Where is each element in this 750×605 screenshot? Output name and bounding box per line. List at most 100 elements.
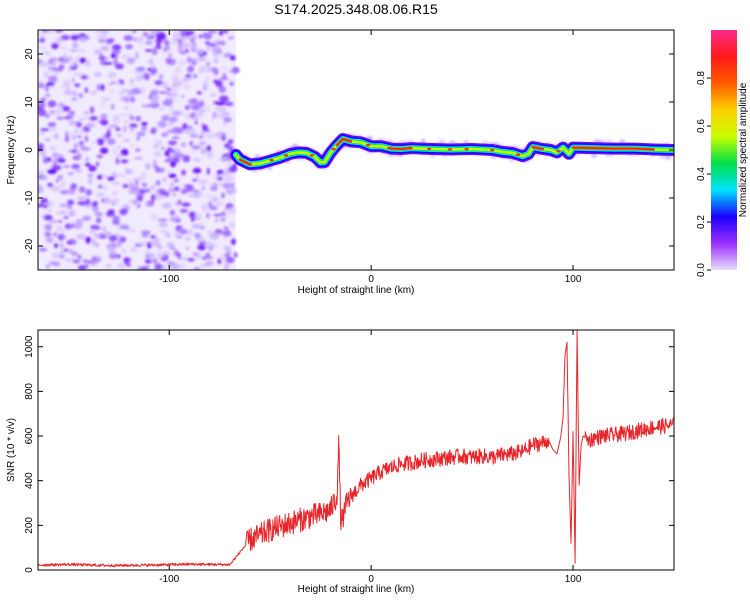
heatmap-cell — [211, 117, 215, 121]
heatmap-cell — [123, 257, 131, 263]
heatmap-cell — [74, 83, 81, 88]
heatmap-cell — [156, 243, 162, 249]
heatmap-cell — [70, 62, 75, 67]
heatmap-cell — [172, 83, 176, 87]
heatmap-cell — [223, 121, 228, 127]
heatmap-cell — [95, 161, 100, 167]
heatmap-cell — [139, 188, 146, 194]
heatmap-cell — [188, 193, 196, 198]
heatmap-cell — [185, 74, 192, 78]
heatmap-cell — [47, 169, 57, 175]
heatmap-track-peak — [239, 158, 251, 166]
heatmap-cell — [123, 139, 130, 142]
heatmap-cell — [78, 92, 84, 99]
heatmap-cell — [222, 53, 233, 58]
heatmap-track-peak — [464, 147, 469, 151]
heatmap-cell — [105, 132, 111, 139]
heatmap-cell — [172, 69, 182, 74]
heatmap-cell — [219, 215, 228, 220]
heatmap-cell — [192, 167, 202, 174]
heatmap-cell — [47, 209, 53, 213]
heatmap-cell — [215, 80, 223, 88]
heatmap-cell — [105, 38, 114, 45]
heatmap-cell — [129, 79, 133, 82]
heatmap-cell — [82, 126, 91, 133]
heatmap-cell — [161, 146, 165, 151]
heatmap-cell — [192, 217, 200, 220]
heatmap-track-peak — [447, 148, 453, 151]
heatmap-cell — [72, 136, 76, 140]
heatmap-cell — [110, 89, 115, 93]
heatmap-cell — [224, 143, 231, 149]
heatmap-cell — [97, 184, 104, 189]
heatmap-cell — [96, 154, 103, 159]
heatmap-cell — [56, 37, 63, 45]
heatmap-cell — [177, 41, 184, 49]
heatmap-track-peak — [331, 147, 336, 151]
heatmap-cell — [125, 262, 131, 267]
heatmap-cell — [118, 113, 129, 116]
heatmap-cell — [45, 93, 51, 97]
heatmap-cell — [228, 36, 234, 40]
heatmap-cell — [226, 163, 233, 166]
heatmap-cell — [107, 251, 117, 256]
heatmap-cell — [124, 168, 131, 175]
heatmap-cell — [185, 246, 189, 250]
heatmap-cell — [213, 101, 221, 104]
heatmap-cell — [153, 159, 157, 167]
heatmap-cell — [88, 116, 98, 121]
heatmap-cell — [219, 95, 229, 103]
heatmap-cell — [66, 190, 76, 195]
heatmap-cell — [144, 188, 151, 193]
heatmap-cell — [100, 235, 108, 239]
heatmap-cell — [200, 148, 206, 155]
heatmap-cell — [149, 213, 158, 221]
heatmap-ytick-label: 0 — [24, 147, 35, 153]
heatmap-cell — [103, 197, 111, 205]
heatmap-cell — [233, 252, 238, 258]
heatmap-cell — [59, 58, 70, 64]
snr-frame — [37, 329, 675, 571]
heatmap-cell — [197, 254, 204, 260]
heatmap-cell — [228, 69, 236, 74]
heatmap-cell — [102, 225, 106, 232]
heatmap-cell — [99, 119, 104, 124]
heatmap-cell — [74, 149, 80, 155]
heatmap-cell — [189, 134, 199, 138]
heatmap-cell — [111, 191, 119, 196]
heatmap-cell — [193, 253, 199, 258]
heatmap-cell — [96, 83, 101, 92]
heatmap-cell — [93, 49, 102, 55]
snr-ytick-label: 1000 — [24, 335, 35, 358]
heatmap-cell — [134, 179, 139, 187]
heatmap-cell — [123, 106, 129, 110]
heatmap-cell — [38, 247, 48, 252]
heatmap-xtick-label: -100 — [159, 274, 179, 285]
heatmap-cell — [198, 236, 205, 242]
snr-xtick-label: -100 — [159, 574, 179, 585]
heatmap-cell — [161, 82, 169, 89]
heatmap-cell — [38, 109, 47, 117]
heatmap-cell — [94, 30, 105, 34]
snr-ytick-label: 400 — [24, 472, 35, 489]
heatmap-cell — [168, 140, 177, 146]
heatmap-cell — [78, 141, 84, 145]
heatmap-cell — [174, 99, 179, 103]
heatmap-cell — [158, 229, 168, 233]
heatmap-cell — [38, 203, 43, 208]
heatmap-cell — [186, 56, 193, 64]
snr-ylabel: SNR (10 * v/v) — [6, 418, 17, 482]
heatmap-cell — [38, 32, 42, 37]
heatmap-cell — [194, 157, 201, 163]
heatmap-cell — [42, 174, 48, 181]
heatmap-cell — [64, 115, 74, 120]
heatmap-cell — [223, 245, 232, 251]
heatmap-cell — [105, 55, 110, 62]
heatmap-cell — [198, 178, 208, 186]
heatmap-cell — [221, 65, 227, 71]
heatmap-ytick-label: 10 — [24, 96, 35, 108]
heatmap-cell — [44, 137, 51, 142]
heatmap-cell — [116, 146, 123, 150]
heatmap-cell — [145, 40, 153, 45]
heatmap-cell — [166, 242, 175, 248]
